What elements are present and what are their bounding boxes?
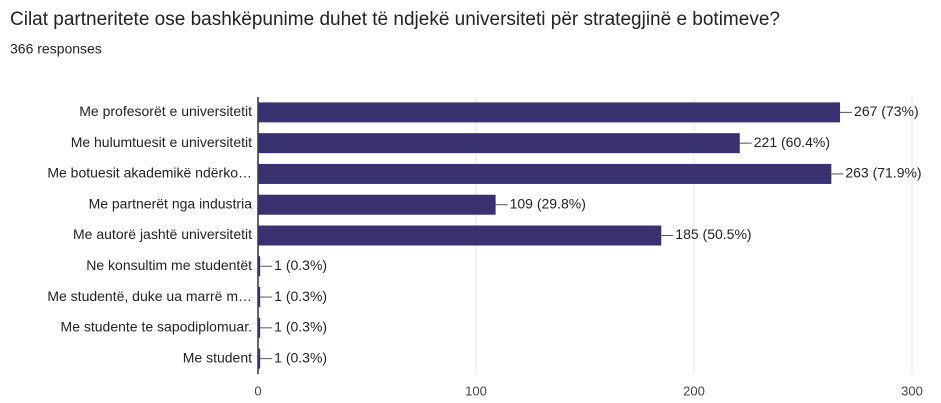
data-label: 1 (0.3%): [274, 349, 327, 365]
bar: [258, 348, 261, 369]
y-tick-label: Ne konsultim me studentët: [86, 257, 252, 273]
chart-title: Cilat partneritete ose bashkëpunime duhe…: [10, 9, 780, 30]
y-tick-label: Me partnerët nga industria: [89, 195, 253, 211]
y-tick-label: Me autorë jashtë universitetit: [73, 226, 252, 242]
x-tick-label: 300: [901, 383, 923, 398]
bar: [258, 317, 261, 338]
bar: [258, 194, 496, 215]
bar: [258, 287, 261, 308]
bar: [258, 133, 740, 154]
data-label: 1 (0.3%): [274, 288, 327, 304]
bar: [258, 163, 832, 184]
chart-subtitle: 366 responses: [10, 41, 102, 57]
data-label: 221 (60.4%): [754, 134, 830, 150]
data-label: 1 (0.3%): [274, 257, 327, 273]
bar: [258, 256, 261, 277]
data-label: 1 (0.3%): [274, 319, 327, 335]
y-tick-label: Me studente te sapodiplomuar.: [61, 319, 252, 335]
y-tick-label: Me botuesit akademikë ndërko…: [47, 165, 252, 181]
y-tick-label: Me hulumtuesit e universitetit: [71, 134, 252, 150]
data-label: 109 (29.8%): [510, 195, 586, 211]
data-label: 263 (71.9%): [845, 165, 921, 181]
x-tick-label: 100: [465, 383, 487, 398]
bar: [258, 225, 662, 246]
y-tick-label: Me profesorët e universitetit: [79, 103, 252, 119]
y-tick-label: Me student: [183, 349, 252, 365]
x-tick-label: 0: [254, 383, 261, 398]
data-label: 267 (73%): [854, 103, 919, 119]
x-tick-label: 200: [683, 383, 705, 398]
y-tick-label: Me studentë, duke ua marrë m…: [47, 288, 252, 304]
bar: [258, 102, 841, 123]
data-label: 185 (50.5%): [675, 226, 751, 242]
